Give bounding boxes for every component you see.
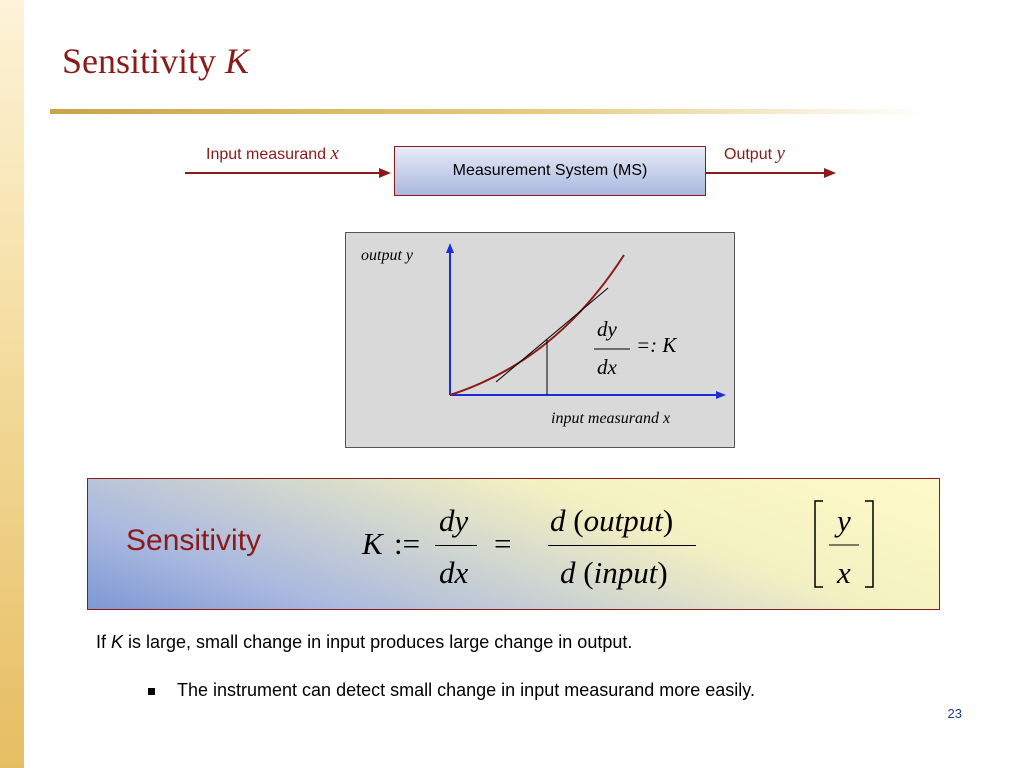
tangent-line (495, 287, 609, 383)
slide-title: Sensitivity K (62, 40, 249, 82)
right-bracket (865, 500, 874, 588)
formula-output-word: output (583, 503, 663, 538)
output-label-text: Output (724, 146, 777, 163)
output-label: Output y (724, 143, 785, 165)
unit-denominator: x (837, 555, 851, 590)
title-underline (50, 109, 930, 114)
left-bracket (814, 500, 823, 588)
formula-fraction-bar-1 (435, 545, 477, 546)
formula-d-input: d (560, 555, 576, 590)
left-decorative-bar (0, 0, 24, 768)
formula-dx: dx (439, 555, 469, 590)
sensitivity-label: Sensitivity (126, 524, 262, 557)
y-axis-label: output y (361, 247, 413, 264)
page-number: 23 (947, 706, 962, 721)
x-axis-arrowhead (716, 391, 726, 399)
input-label: Input measurand x (206, 143, 339, 165)
sensitivity-plot: output y input measurand x dy dx =: K (345, 232, 735, 448)
explanation-symbol: K (111, 632, 124, 652)
explanation-pre: If (96, 632, 112, 652)
formula-output-derivative: d (output) (550, 503, 674, 538)
formula-fraction-bar-2 (548, 545, 696, 546)
explanation-line: If K is large, small change in input pro… (96, 632, 632, 653)
formula-equals: = (494, 526, 512, 561)
formula-d-output: d (550, 503, 566, 538)
derivative-denominator: dx (597, 355, 617, 379)
formula-input-derivative: d (input) (560, 555, 668, 590)
formula-k: K (362, 526, 383, 561)
unit-brackets (814, 500, 874, 588)
formula-input-word: input (593, 555, 658, 590)
unit-numerator: y (837, 503, 851, 538)
output-symbol: y (776, 143, 785, 164)
bullet-marker (148, 688, 155, 695)
measurement-system-label: Measurement System (MS) (452, 162, 648, 179)
input-symbol: x (330, 143, 339, 164)
formula-dy: dy (439, 503, 469, 538)
x-axis-label: input measurand x (551, 410, 671, 427)
title-symbol: K (225, 41, 250, 81)
derivative-numerator: dy (597, 317, 617, 341)
explanation-post: is large, small change in input produces… (123, 632, 633, 652)
sensitivity-formula-box: Sensitivity K := dy dx = d (output) d (i… (87, 478, 940, 610)
output-arrow (706, 168, 836, 178)
plot-graphics (446, 243, 726, 399)
bullet-text: The instrument can detect small change i… (177, 680, 755, 700)
y-axis-arrowhead (446, 243, 454, 253)
formula-assign: := (394, 526, 421, 561)
input-arrow (185, 168, 391, 178)
measurement-system-box: Measurement System (MS) (394, 146, 706, 196)
derivative-definition: =: K (636, 333, 677, 357)
input-label-text: Input measurand (206, 146, 331, 163)
title-text: Sensitivity (62, 41, 226, 81)
